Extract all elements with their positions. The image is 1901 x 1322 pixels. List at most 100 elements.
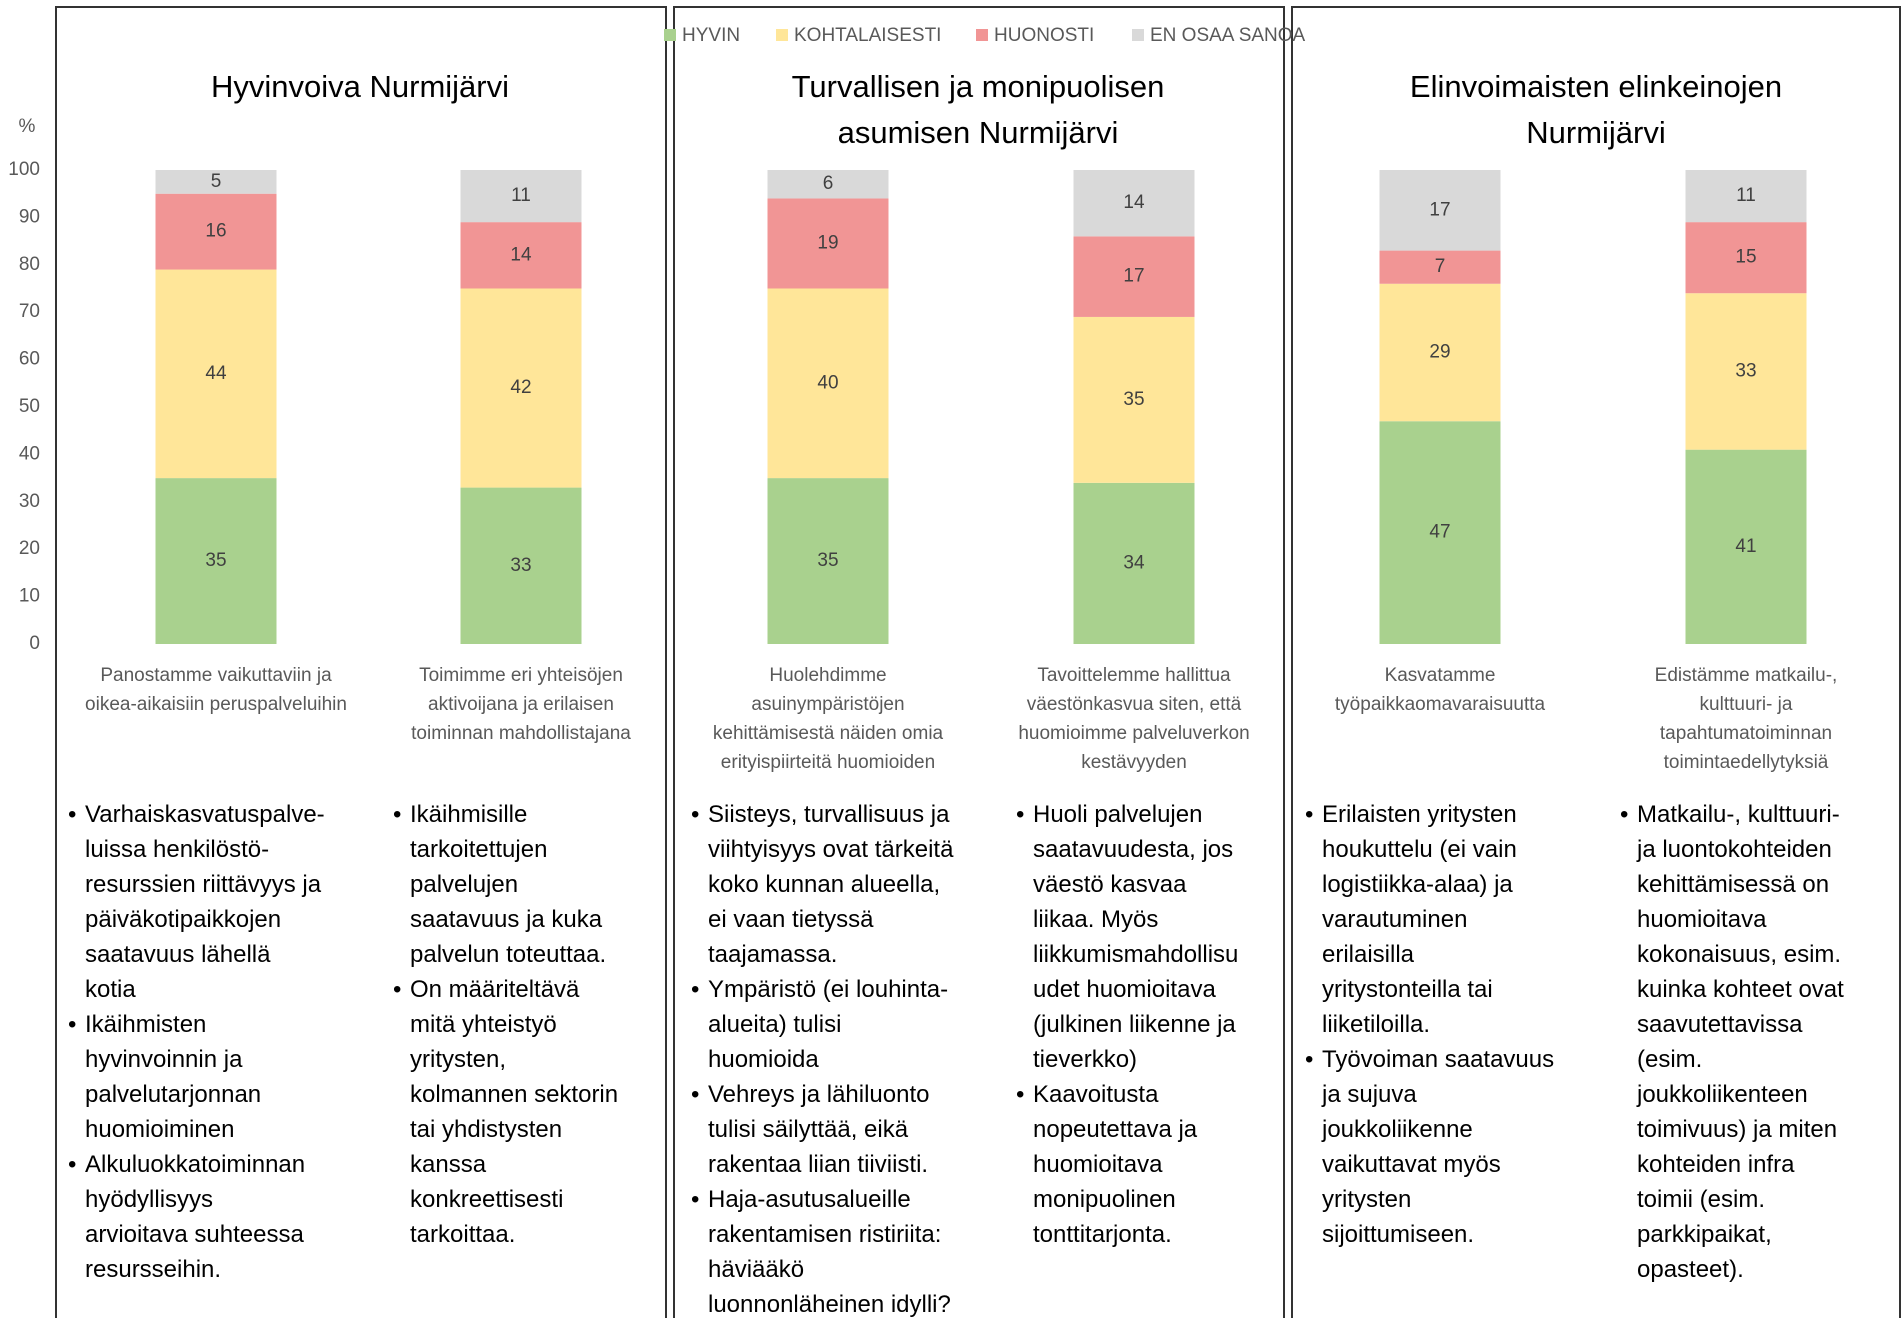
data-label: 35 [817,550,838,571]
panel-title: Elinvoimaisten elinkeinojen Nurmijärvi [1409,69,1783,150]
legend-swatch [976,29,988,41]
y-tick-label: 90 [19,206,40,227]
bullet-dot: • [1016,1081,1025,1108]
legend-label: EN OSAA SANOA [1150,25,1306,46]
data-label: 14 [510,244,532,265]
y-tick-label: 60 [19,349,40,370]
x-tick-label: Huolehdimme asuinympäristöjen kehittämis… [712,665,944,773]
y-tick-label: 0 [29,633,40,654]
bullet-item: Haja-asutusalueille rakentamisen ristiri… [691,1182,998,1322]
bullet-dot: • [68,1011,77,1038]
data-label: 41 [1735,536,1756,557]
bar-segment [767,478,889,644]
bullet-dot: • [1305,1046,1314,1073]
y-tick-label: 50 [19,396,40,417]
data-label: 17 [1429,199,1450,220]
bullet-item: Vehreys ja lähiluonto tulisi säilyttää, … [691,1077,998,1182]
bar-segment [155,478,277,644]
data-label: 6 [823,173,834,194]
bar-segment [1073,482,1195,644]
bar-segment [1379,170,1501,251]
bullet-item: Ikäihmisille tarkoitettujen palvelujen s… [393,797,700,972]
y-tick-label: 10 [19,586,40,607]
y-axis-label: % [19,116,36,137]
legend-label: HUONOSTI [994,25,1094,46]
y-tick-label: 30 [19,491,40,512]
bar-segment [1685,449,1807,644]
y-tick-label: 40 [19,443,40,464]
bullet-item: Huoli palvelujen saatavuudesta, jos väes… [1016,797,1323,1077]
bullet-dot: • [68,1151,77,1178]
data-label: 17 [1123,266,1144,287]
bar-segment [767,198,889,289]
y-tick-label: 80 [19,254,40,275]
x-tick-label: Edistämme matkailu-, kulttuuri- ja tapah… [1654,665,1838,773]
panel-title: Turvallisen ja monipuolisen asumisen Nur… [791,69,1165,150]
data-label: 7 [1435,256,1446,277]
bullet-list: Huoli palvelujen saatavuudesta, jos väes… [1016,797,1323,1252]
data-label: 44 [205,363,227,384]
data-label: 33 [1735,360,1756,381]
bullet-item: Ikäihmisten hyvinvoinnin ja palvelutarjo… [68,1007,375,1147]
data-label: 5 [211,171,222,192]
bullet-item: Ympäristö (ei louhinta- alueita) tulisi … [691,972,998,1077]
bullet-item: Erilaisten yritysten houkuttelu (ei vain… [1305,797,1612,1042]
data-label: 19 [817,232,838,253]
bar-segment [1379,250,1501,284]
legend-label: KOHTALAISESTI [794,25,941,46]
bullet-item: Alkuluokkatoiminnan hyödyllisyys arvioit… [68,1147,375,1287]
panel-frame [673,6,1285,1318]
bar-segment [1685,170,1807,223]
y-tick-label: 70 [19,301,40,322]
bar-segment [460,170,582,223]
legend-swatch [1132,29,1144,41]
data-label: 29 [1429,342,1450,363]
x-tick-label: Tavoittelemme hallittua väestönkasvua si… [1018,665,1250,773]
bullet-dot: • [393,976,402,1003]
bar-segment [460,487,582,644]
bullet-dot: • [393,801,402,828]
bullet-dot: • [691,976,700,1003]
data-label: 15 [1735,247,1756,268]
bar-segment [1685,293,1807,450]
panel-frame [1291,6,1901,1318]
data-label: 40 [817,372,838,393]
legend-swatch [776,29,788,41]
x-tick-label: Panostamme vaikuttaviin ja oikea-aikaisi… [85,665,347,715]
bar-segment [767,170,889,199]
bar-segment [1073,316,1195,483]
bar-segment [1379,283,1501,422]
bar-segment [460,288,582,488]
bullet-dot: • [691,801,700,828]
bullet-list: Erilaisten yritysten houkuttelu (ei vain… [1305,797,1612,1252]
legend-label: HYVIN [682,25,740,46]
bullet-list: Matkailu-, kulttuuri- ja luontokohteiden… [1620,797,1901,1287]
bullet-dot: • [691,1081,700,1108]
bar-segment [1073,236,1195,317]
bullet-list: Ikäihmisille tarkoitettujen palvelujen s… [393,797,700,1252]
bar-segment [155,170,277,194]
data-label: 11 [1736,185,1756,206]
bar-segment [1685,222,1807,294]
data-label: 47 [1429,522,1450,543]
bullet-dot: • [1620,801,1629,828]
data-label: 42 [510,377,531,398]
bullet-item: Työvoiman saatavuus ja sujuva joukkoliik… [1305,1042,1612,1252]
bullet-dot: • [1016,801,1025,828]
bar-segment [460,222,582,289]
panel-title: Hyvinvoiva Nurmijärvi [211,69,509,104]
bullet-dot: • [68,801,77,828]
bullet-item: Siisteys, turvallisuus ja viihtyisyys ov… [691,797,998,972]
bar-segment [1379,421,1501,644]
bar-segment [1073,170,1195,237]
data-label: 34 [1123,552,1145,573]
x-tick-label: Kasvatamme työpaikkaomavaraisuutta [1334,665,1546,715]
y-tick-label: 20 [19,538,40,559]
data-label: 33 [510,555,531,576]
bar-segment [155,193,277,270]
bullet-list: Varhaiskasvatuspalve- luissa henkilöstö-… [68,797,375,1287]
bullet-item: Kaavoitusta nopeutettava ja huomioitava … [1016,1077,1323,1252]
data-label: 35 [1123,389,1144,410]
